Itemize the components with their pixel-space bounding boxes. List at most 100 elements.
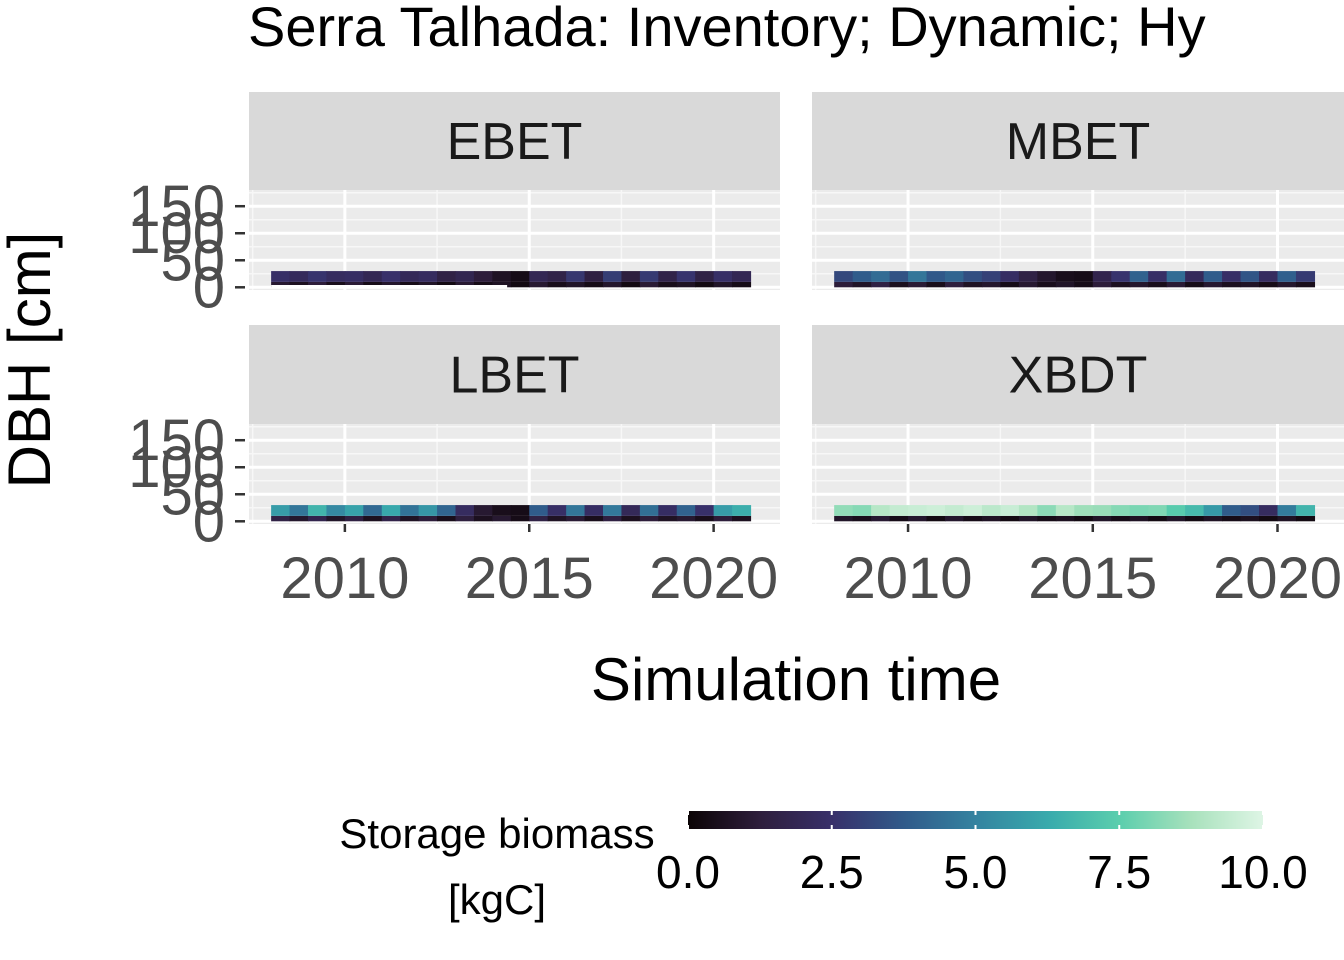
heatmap-cell [1295, 505, 1316, 516]
heatmap-cell [676, 505, 696, 516]
heatmap-cell [981, 281, 1002, 288]
heatmap-cell [639, 515, 659, 522]
heatmap-cell [271, 271, 291, 282]
strip-lbet [249, 325, 780, 424]
heatmap-cell [1129, 505, 1149, 516]
heatmap-cell [437, 281, 457, 288]
heatmap-cell [566, 515, 586, 522]
colorbar-tick-label: 10.0 [1218, 846, 1308, 898]
heatmap-cell [1166, 505, 1186, 516]
chart-title: Serra Talhada: Inventory; Dynamic; Hy [248, 0, 1206, 58]
heatmap-cell [1277, 515, 1297, 522]
heatmap-cell [889, 505, 909, 516]
x-tick-label: 2020 [1213, 546, 1342, 611]
heatmap-cell [1222, 271, 1242, 282]
heatmap-cell [658, 505, 678, 516]
heatmap-cell [1055, 505, 1075, 516]
heatmap-cell [1166, 515, 1186, 522]
heatmap-cell [289, 505, 309, 516]
heatmap-cell [381, 515, 401, 522]
heatmap-cell [945, 505, 965, 516]
heatmap-cell [1111, 515, 1131, 522]
heatmap-cell [1259, 505, 1279, 516]
heatmap-cell [1166, 281, 1186, 288]
heatmap-cell [676, 271, 696, 282]
heatmap-cell [363, 281, 383, 288]
strip-label-xbdt: XBDT [1009, 347, 1148, 405]
heatmap-cell [658, 281, 678, 288]
heatmap-cell [695, 281, 715, 288]
heatmap-cell [908, 505, 928, 516]
heatmap-cell [621, 281, 641, 288]
heatmap-cell [926, 505, 946, 516]
heatmap-cell [289, 281, 309, 288]
heatmap-cell [381, 271, 401, 282]
x-tick-label: 2015 [465, 546, 594, 611]
heatmap-cell [1259, 515, 1279, 522]
heatmap-cell [326, 281, 346, 288]
heatmap-cell [1055, 281, 1075, 288]
heatmap-cell [1074, 271, 1094, 282]
heatmap-cell [1055, 515, 1075, 522]
heatmap-cell [871, 271, 891, 282]
heatmap-cell [603, 281, 623, 288]
heatmap-cell [871, 505, 891, 516]
strip-label-mbet: MBET [1006, 113, 1150, 171]
heatmap-cell [547, 505, 567, 516]
heatmap-cell [1240, 281, 1260, 288]
heatmap-cell [1018, 281, 1038, 288]
heatmap-cell [676, 281, 696, 288]
heatmap-cell [437, 271, 457, 282]
heatmap-cell [344, 505, 364, 516]
heatmap-cell [1037, 515, 1057, 522]
heatmap-cell [713, 281, 733, 288]
y-tick-label: 100 [128, 201, 225, 266]
heatmap-cell [271, 505, 291, 516]
heatmap-cell [547, 281, 567, 288]
heatmap-cell [639, 281, 659, 288]
heatmap-cell [510, 515, 530, 522]
heatmap-cell [1185, 271, 1205, 282]
heatmap-cell [908, 271, 928, 282]
heatmap-cell [981, 271, 1002, 282]
heatmap-cell [621, 271, 641, 282]
heatmap-cell [871, 281, 891, 288]
heatmap-cell [852, 281, 872, 288]
strip-label-lbet: LBET [449, 347, 579, 405]
x-axis-title: Simulation time [591, 646, 1001, 713]
heatmap-cell [1277, 505, 1297, 516]
x-tick-label: 2015 [1028, 546, 1157, 611]
heatmap-cell [1111, 271, 1131, 282]
heatmap-cell [621, 505, 641, 516]
heatmap-cell [1277, 271, 1297, 282]
heatmap-cell [621, 515, 641, 522]
y-tick-label: 50 [160, 462, 225, 527]
heatmap-cell [418, 515, 438, 522]
heatmap-cell [1092, 505, 1112, 516]
heatmap-cell [308, 515, 328, 522]
y-tick-label: 0 [193, 489, 225, 554]
heatmap-cell [1240, 271, 1260, 282]
heatmap-cell [1092, 271, 1112, 282]
heatmap-cell [381, 505, 401, 516]
heatmap-cell [1148, 515, 1168, 522]
heatmap-cell [1185, 505, 1205, 516]
legend-title-line-2: [kgC] [448, 876, 546, 923]
panel-xbdt: XBDT 2010 2015 2020 [812, 325, 1344, 611]
heatmap-cell [1259, 271, 1279, 282]
heatmap-cell [603, 271, 623, 282]
heatmap-cell [1203, 271, 1223, 282]
heatmap-cell [1203, 515, 1223, 522]
x-tick-label: 2010 [844, 546, 973, 611]
heatmap-cell [344, 515, 364, 522]
heatmap-cell [695, 271, 715, 282]
heatmap-cell [363, 271, 383, 282]
heatmap-cell [1185, 281, 1205, 288]
heatmap-cell [963, 515, 983, 522]
heatmap-cell [1277, 281, 1297, 288]
heatmap-cell [308, 505, 328, 516]
heatmap-cell [455, 505, 475, 516]
